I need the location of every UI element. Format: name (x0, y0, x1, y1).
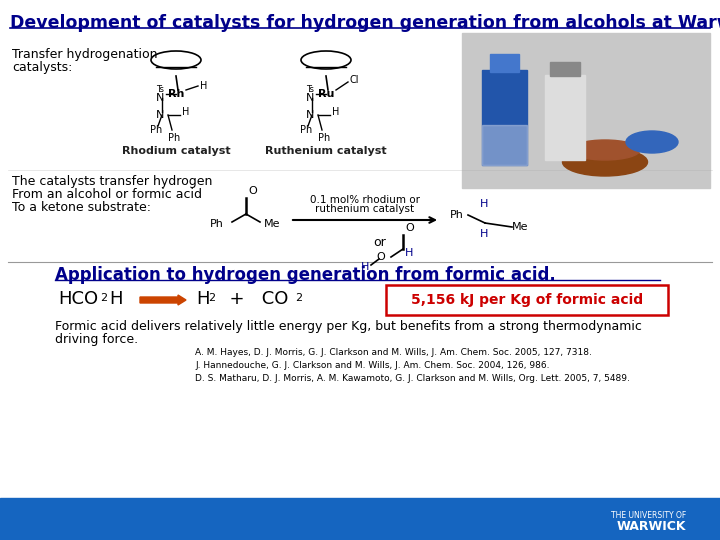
Text: H: H (480, 229, 488, 239)
Bar (545, 75, 585, 160)
Text: catalysts:: catalysts: (12, 61, 73, 74)
Text: Rh: Rh (168, 89, 184, 99)
Text: H: H (109, 290, 122, 308)
Text: H: H (200, 81, 207, 91)
Text: Ru: Ru (318, 89, 334, 99)
Text: Ruthenium catalyst: Ruthenium catalyst (265, 146, 387, 156)
Text: H: H (196, 290, 210, 308)
Text: Rhodium catalyst: Rhodium catalyst (122, 146, 230, 156)
Text: Me: Me (264, 219, 281, 229)
Text: The catalysts transfer hydrogen: The catalysts transfer hydrogen (12, 175, 212, 188)
Bar (482, 125, 527, 165)
Text: Application to hydrogen generation from formic acid.: Application to hydrogen generation from … (55, 266, 556, 284)
Text: ruthenium catalyst: ruthenium catalyst (315, 204, 415, 214)
Text: +   CO: + CO (218, 290, 289, 308)
Text: Cl: Cl (350, 75, 359, 85)
Bar (490, 54, 519, 72)
Text: H: H (480, 199, 488, 209)
Text: H: H (332, 107, 339, 117)
Text: H: H (361, 262, 369, 272)
Text: Formic acid delivers relatively little energy per Kg, but benefits from a strong: Formic acid delivers relatively little e… (55, 320, 642, 333)
Text: N: N (306, 93, 315, 103)
Text: H: H (405, 248, 413, 258)
Text: O: O (248, 186, 257, 196)
Text: Ph: Ph (168, 133, 180, 143)
Text: J. Hannedouche, G. J. Clarkson and M. Wills, J. Am. Chem. Soc. 2004, 126, 986.: J. Hannedouche, G. J. Clarkson and M. Wi… (195, 361, 549, 370)
Bar (482, 70, 527, 165)
Text: or: or (374, 235, 387, 248)
Text: Development of catalysts for hydrogen generation from alcohols at Warwick.: Development of catalysts for hydrogen ge… (10, 14, 720, 32)
Text: N: N (306, 110, 315, 120)
Text: H: H (182, 107, 189, 117)
Text: 0.1 mol% rhodium or: 0.1 mol% rhodium or (310, 195, 420, 205)
Ellipse shape (626, 131, 678, 153)
Text: 5,156 kJ per Kg of formic acid: 5,156 kJ per Kg of formic acid (411, 293, 643, 307)
Text: Ph: Ph (150, 125, 162, 135)
Ellipse shape (562, 148, 647, 176)
Text: O: O (377, 252, 385, 262)
Text: Ph: Ph (450, 210, 464, 220)
Bar (462, 33, 710, 188)
Text: Ph: Ph (318, 133, 330, 143)
Text: A. M. Hayes, D. J. Morris, G. J. Clarkson and M. Wills, J. Am. Chem. Soc. 2005, : A. M. Hayes, D. J. Morris, G. J. Clarkso… (195, 348, 592, 357)
Text: Ph: Ph (300, 125, 312, 135)
Text: THE UNIVERSITY OF: THE UNIVERSITY OF (611, 511, 686, 521)
Text: HCO: HCO (58, 290, 98, 308)
Ellipse shape (570, 140, 640, 160)
Text: N: N (156, 93, 164, 103)
Text: 2: 2 (295, 293, 302, 303)
Text: From an alcohol or formic acid: From an alcohol or formic acid (12, 188, 202, 201)
Bar (0, 498, 720, 540)
Text: driving force.: driving force. (55, 333, 138, 346)
Text: Ph: Ph (210, 219, 224, 229)
FancyBboxPatch shape (386, 285, 668, 315)
Text: N: N (156, 110, 164, 120)
Text: Transfer hydrogenation: Transfer hydrogenation (12, 48, 158, 61)
Text: Ts: Ts (156, 84, 164, 93)
Text: 2: 2 (208, 293, 215, 303)
Bar (550, 62, 580, 76)
Text: Me: Me (512, 222, 528, 232)
Text: To a ketone substrate:: To a ketone substrate: (12, 201, 151, 214)
Text: WARWICK: WARWICK (616, 521, 686, 534)
Text: Ts: Ts (306, 84, 314, 93)
FancyArrow shape (140, 295, 186, 305)
Text: D. S. Matharu, D. J. Morris, A. M. Kawamoto, G. J. Clarkson and M. Wills, Org. L: D. S. Matharu, D. J. Morris, A. M. Kawam… (195, 374, 630, 383)
Text: O: O (405, 223, 414, 233)
Text: 2: 2 (100, 293, 107, 303)
